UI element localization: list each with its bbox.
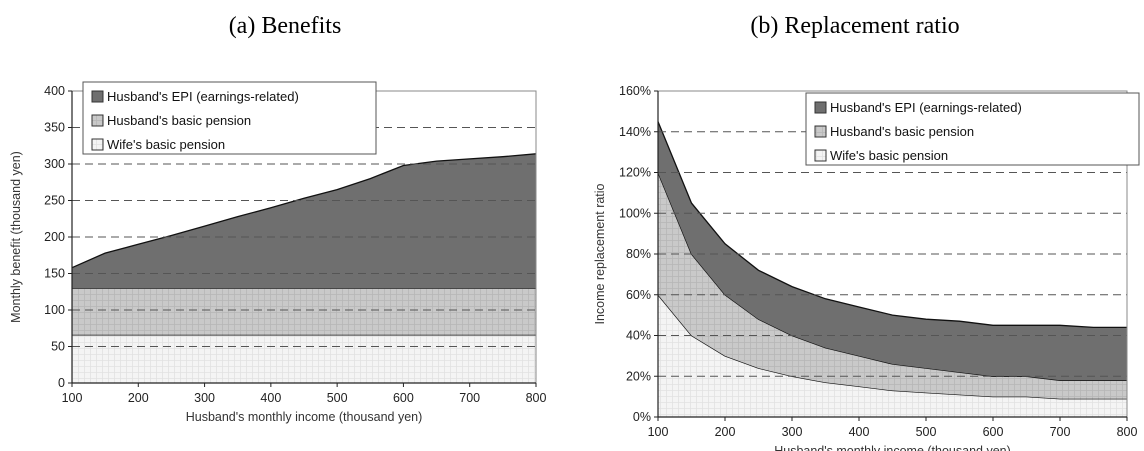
x-tick-label: 700 <box>459 391 480 405</box>
legend-box <box>805 92 1140 166</box>
y-tick-label: 100 <box>44 303 65 317</box>
x-tick-label: 100 <box>648 425 669 439</box>
area-1 <box>658 172 1127 399</box>
legend-swatch <box>91 90 104 103</box>
y-tick-label: 50 <box>51 340 65 354</box>
y-tick-label: 350 <box>44 121 65 135</box>
y-tick-label: 160% <box>619 84 651 98</box>
y-tick-label: 140% <box>619 125 651 139</box>
y-tick-label: 400 <box>44 84 65 98</box>
y-tick-label: 300 <box>44 157 65 171</box>
area-0 <box>72 334 536 383</box>
chart-b: 0% 20% 40% 60% 80% 100% 120% 140% 160% 100 200 300 4… <box>593 84 1140 451</box>
area-2 <box>658 121 1127 381</box>
y-tick-label: 250 <box>44 194 65 208</box>
x-axis-label: Husband's monthly income (thousand yen) <box>774 444 1011 451</box>
x-tick-label: 500 <box>916 425 937 439</box>
series-line-2 <box>71 153 537 269</box>
y-tick-label: 200 <box>44 230 65 244</box>
y-tick-label: 20% <box>626 369 651 383</box>
series-line-2 <box>657 121 1127 329</box>
x-tick-label: 400 <box>849 425 870 439</box>
legend-label: Husband's basic pension <box>830 124 974 139</box>
area-0 <box>658 294 1127 417</box>
legend-label: Husband's basic pension <box>107 113 251 128</box>
y-tick-label: 150 <box>44 267 65 281</box>
legend-swatch <box>814 149 827 162</box>
legend-swatch <box>814 125 827 138</box>
legend-swatch <box>91 138 104 151</box>
legend-box <box>82 81 377 155</box>
y-tick-label: 0% <box>633 410 651 424</box>
area-1 <box>72 288 536 335</box>
y-tick-label: 60% <box>626 288 651 302</box>
x-tick-label: 400 <box>260 391 281 405</box>
legend: Husband's EPI (earnings-related) Husband'… <box>82 81 377 155</box>
y-axis-label: Income replacement ratio <box>593 183 607 324</box>
x-tick-label: 100 <box>62 391 83 405</box>
legend: Husband's EPI (earnings-related) Husband'… <box>805 92 1140 166</box>
x-tick-label: 600 <box>983 425 1004 439</box>
area-2 <box>72 153 536 289</box>
x-tick-label: 200 <box>128 391 149 405</box>
y-tick-label: 80% <box>626 247 651 261</box>
legend-swatch <box>91 114 104 127</box>
x-axis-label: Husband's monthly income (thousand yen) <box>186 410 423 424</box>
x-tick-label: 200 <box>715 425 736 439</box>
legend-label: Husband's EPI (earnings-related) <box>107 89 299 104</box>
chart-a-title: (a) Benefits <box>229 13 342 39</box>
chart-b-title: (b) Replacement ratio <box>750 13 959 39</box>
chart-a: 0 50 100 150 200 250 300 350 400 100 200 300 400 500 6… <box>9 81 547 424</box>
x-tick-label: 700 <box>1050 425 1071 439</box>
y-tick-label: 40% <box>626 329 651 343</box>
x-tick-label: 600 <box>393 391 414 405</box>
x-tick-label: 800 <box>526 391 547 405</box>
x-tick-label: 500 <box>327 391 348 405</box>
y-tick-label: 100% <box>619 206 651 220</box>
y-tick-label: 0 <box>58 376 65 390</box>
legend-label: Husband's EPI (earnings-related) <box>830 100 1022 115</box>
y-tick-label: 120% <box>619 166 651 180</box>
x-tick-label: 300 <box>194 391 215 405</box>
x-tick-label: 800 <box>1117 425 1138 439</box>
x-tick-label: 300 <box>782 425 803 439</box>
legend-swatch <box>814 101 827 114</box>
y-axis-label: Monthly benefit (thousand yen) <box>9 151 23 323</box>
legend-label: Wife's basic pension <box>107 137 225 152</box>
legend-label: Wife's basic pension <box>830 148 948 163</box>
